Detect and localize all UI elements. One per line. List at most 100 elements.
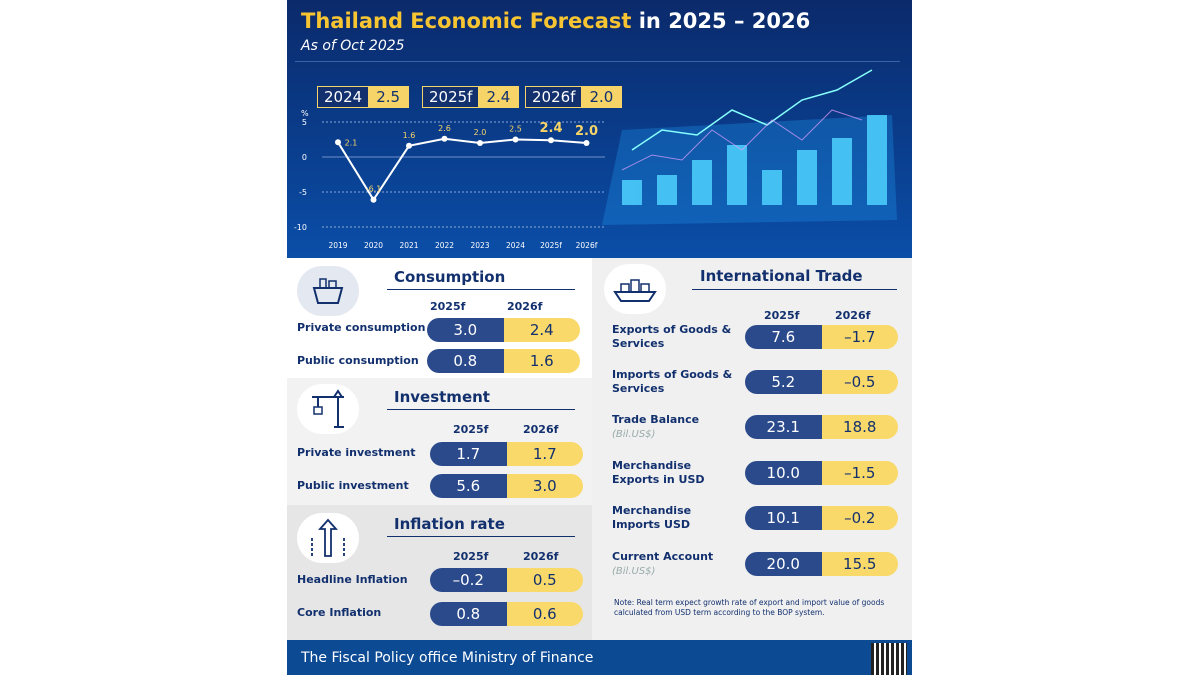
x-tick-label: 2024 bbox=[506, 241, 525, 250]
row-label: Public consumption bbox=[297, 354, 419, 367]
value-2025f: 5.2 bbox=[745, 370, 822, 394]
row-label-line1: Exports of Goods & bbox=[612, 323, 732, 336]
value-2026f: –1.5 bbox=[821, 461, 898, 485]
data-point bbox=[512, 136, 519, 143]
value-2026f: 0.5 bbox=[506, 568, 583, 592]
x-tick-label: 2021 bbox=[399, 241, 418, 250]
qr-code[interactable] bbox=[871, 643, 907, 675]
investment-section: Investment 2025f 2026f Private investmen… bbox=[287, 378, 592, 505]
column-header-2025f: 2025f bbox=[764, 309, 800, 322]
divider bbox=[387, 536, 575, 537]
title-main: Thailand Economic Forecast bbox=[301, 9, 632, 33]
subtitle: As of Oct 2025 bbox=[301, 38, 405, 54]
value-2026f: 2.4 bbox=[503, 318, 580, 342]
value-2025f: 10.1 bbox=[745, 506, 822, 530]
consumption-section: Consumption 2025f 2026f Private consumpt… bbox=[287, 258, 592, 378]
data-point bbox=[406, 142, 412, 149]
value-2026f: 0.6 bbox=[506, 602, 583, 626]
basket-icon bbox=[297, 266, 359, 316]
kpi-year: 2025f bbox=[423, 87, 479, 107]
row-label: Merchandise Imports USD bbox=[612, 504, 691, 532]
value-pill: –0.2 0.5 bbox=[430, 568, 583, 592]
value-2025f: 1.7 bbox=[430, 442, 507, 466]
x-tick-label: 2026f bbox=[576, 241, 598, 250]
kpi-year: 2024 bbox=[318, 87, 369, 107]
value-pill: 0.8 0.6 bbox=[430, 602, 583, 626]
value-2026f: 1.7 bbox=[506, 442, 583, 466]
column-header-2025f: 2025f bbox=[453, 550, 489, 563]
value-2026f: –0.2 bbox=[821, 506, 898, 530]
gdp-line-chart: % 5 0 -5 -10 2019 2020 2021 2022 2023 2024 2025f 20… bbox=[294, 109, 605, 250]
y-tick-label: -5 bbox=[299, 188, 307, 197]
data-label: 2.1 bbox=[345, 138, 358, 147]
column-header-2025f: 2025f bbox=[453, 423, 489, 436]
y-tick-label: 0 bbox=[302, 153, 307, 162]
column-header-2025f: 2025f bbox=[430, 300, 466, 313]
x-tick-label: 2022 bbox=[435, 241, 454, 250]
divider bbox=[692, 289, 897, 290]
infographic: Thailand Economic Forecast in 2025 – 202… bbox=[287, 0, 912, 675]
column-header-2026f: 2026f bbox=[523, 423, 559, 436]
value-pill: 3.0 2.4 bbox=[427, 318, 580, 342]
title-years: in 2025 – 2026 bbox=[631, 9, 811, 33]
row-label-line1: Merchandise bbox=[612, 504, 692, 517]
row-label-line2: Imports USD bbox=[612, 518, 691, 531]
x-tick-label: 2019 bbox=[328, 241, 347, 250]
value-pill: 20.0 15.5 bbox=[745, 552, 898, 576]
row-label: Private consumption bbox=[297, 321, 426, 334]
row-label-line1: Imports of Goods & bbox=[612, 368, 733, 381]
section-title: International Trade bbox=[700, 267, 863, 285]
row-label: Merchandise Exports in USD bbox=[612, 459, 705, 487]
value-pill: 5.6 3.0 bbox=[430, 474, 583, 498]
trade-section: International Trade 2025f 2026f Exports … bbox=[592, 258, 912, 640]
page-title: Thailand Economic Forecast in 2025 – 202… bbox=[301, 9, 810, 33]
value-2025f: 5.6 bbox=[430, 474, 507, 498]
data-point bbox=[335, 139, 341, 146]
row-label-line2: Services bbox=[612, 337, 665, 350]
data-label: -6.1 bbox=[366, 185, 382, 194]
data-point bbox=[441, 135, 448, 142]
data-label: 2.4 bbox=[539, 121, 562, 136]
inflation-section: Inflation rate 2025f 2026f Headline Infl… bbox=[287, 505, 592, 640]
data-label: 2.0 bbox=[474, 128, 487, 137]
section-title: Investment bbox=[394, 388, 490, 406]
value-2026f: 15.5 bbox=[821, 552, 898, 576]
value-pill: 10.0 –1.5 bbox=[745, 461, 898, 485]
footnote: Note: Real term expect growth rate of ex… bbox=[614, 598, 885, 617]
value-2025f: 0.8 bbox=[427, 349, 504, 373]
value-pill: 0.8 1.6 bbox=[427, 349, 580, 373]
value-2025f: 7.6 bbox=[745, 325, 822, 349]
data-point bbox=[370, 196, 377, 203]
row-label-line1: Trade Balance bbox=[612, 413, 700, 426]
row-label-line2: Exports in USD bbox=[612, 473, 705, 486]
divider bbox=[387, 409, 575, 410]
kpi-value: 2.0 bbox=[581, 87, 622, 107]
row-label-line1: Current Account bbox=[612, 550, 714, 563]
row-label: Current Account (Bil.US$) bbox=[612, 550, 713, 579]
divider bbox=[295, 61, 900, 62]
kpi-value: 2.4 bbox=[478, 87, 519, 107]
data-label: 2.5 bbox=[509, 125, 522, 134]
data-label: 2.6 bbox=[438, 124, 451, 133]
data-label: 1.6 bbox=[403, 131, 416, 140]
data-point bbox=[477, 140, 483, 146]
kpi-year: 2026f bbox=[526, 87, 582, 107]
row-label: Imports of Goods & Services bbox=[612, 368, 732, 396]
value-2025f: 0.8 bbox=[430, 602, 507, 626]
column-header-2026f: 2026f bbox=[507, 300, 543, 313]
value-pill: 1.7 1.7 bbox=[430, 442, 583, 466]
value-2026f: –1.7 bbox=[821, 325, 898, 349]
section-title: Inflation rate bbox=[394, 515, 505, 533]
data-label: 2.0 bbox=[575, 124, 598, 139]
value-pill: 7.6 –1.7 bbox=[745, 325, 898, 349]
row-label: Headline Inflation bbox=[297, 573, 408, 586]
value-pill: 23.1 18.8 bbox=[745, 415, 898, 439]
column-header-2026f: 2026f bbox=[835, 309, 871, 322]
kpi-value: 2.5 bbox=[368, 87, 409, 107]
row-label: Private investment bbox=[297, 446, 416, 459]
unit-label: (Bil.US$) bbox=[612, 429, 656, 440]
value-2025f: 20.0 bbox=[745, 552, 822, 576]
value-pill: 5.2 –0.5 bbox=[745, 370, 898, 394]
y-axis-label: % bbox=[301, 109, 309, 118]
series-line bbox=[337, 137, 587, 202]
